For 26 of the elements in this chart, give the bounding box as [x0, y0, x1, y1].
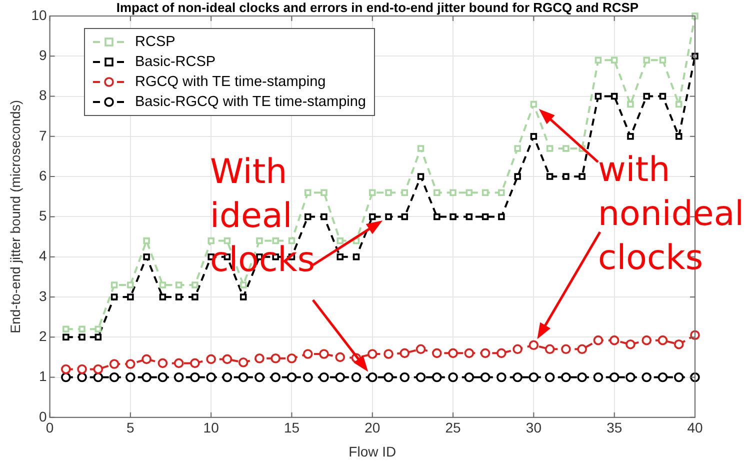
x-tick-label: 35: [606, 420, 622, 436]
y-tick-label: 10: [31, 6, 47, 23]
y-tick-label: 5: [38, 208, 47, 224]
y-tick-label: 2: [38, 328, 47, 344]
y-tick-label: 9: [38, 47, 47, 63]
legend-label: Basic-RCSP: [135, 53, 216, 72]
x-tick-label: 15: [284, 420, 300, 436]
y-tick-label: 1: [38, 368, 47, 384]
x-tick-label: 5: [126, 420, 135, 436]
x-tick-label: 30: [526, 420, 542, 436]
legend-label: RCSP: [135, 33, 176, 52]
y-tick-label: 8: [38, 87, 47, 104]
x-tick-label: 40: [687, 420, 703, 436]
y-axis-title: End-to-end jitter bound (microseconds): [8, 100, 23, 334]
legend-label: RGCQ with TE time-stamping: [135, 73, 326, 92]
y-tick-label: 3: [38, 288, 47, 304]
y-tick-label: 4: [38, 248, 47, 264]
chart-title: Impact of non-ideal clocks and errors in end-to-end jitter bound for RGCQ and RCSP: [116, 0, 639, 15]
x-tick-label: 20: [364, 420, 380, 436]
legend-label: Basic-RGCQ with TE time-stamping: [135, 93, 366, 112]
x-tick-label: 25: [445, 420, 462, 436]
x-axis-title: Flow ID: [348, 443, 396, 460]
y-tick-label: 6: [38, 167, 47, 184]
x-tick-label: 10: [203, 420, 220, 436]
y-tick-label: 0: [38, 408, 47, 424]
y-tick-label: 7: [38, 127, 47, 144]
